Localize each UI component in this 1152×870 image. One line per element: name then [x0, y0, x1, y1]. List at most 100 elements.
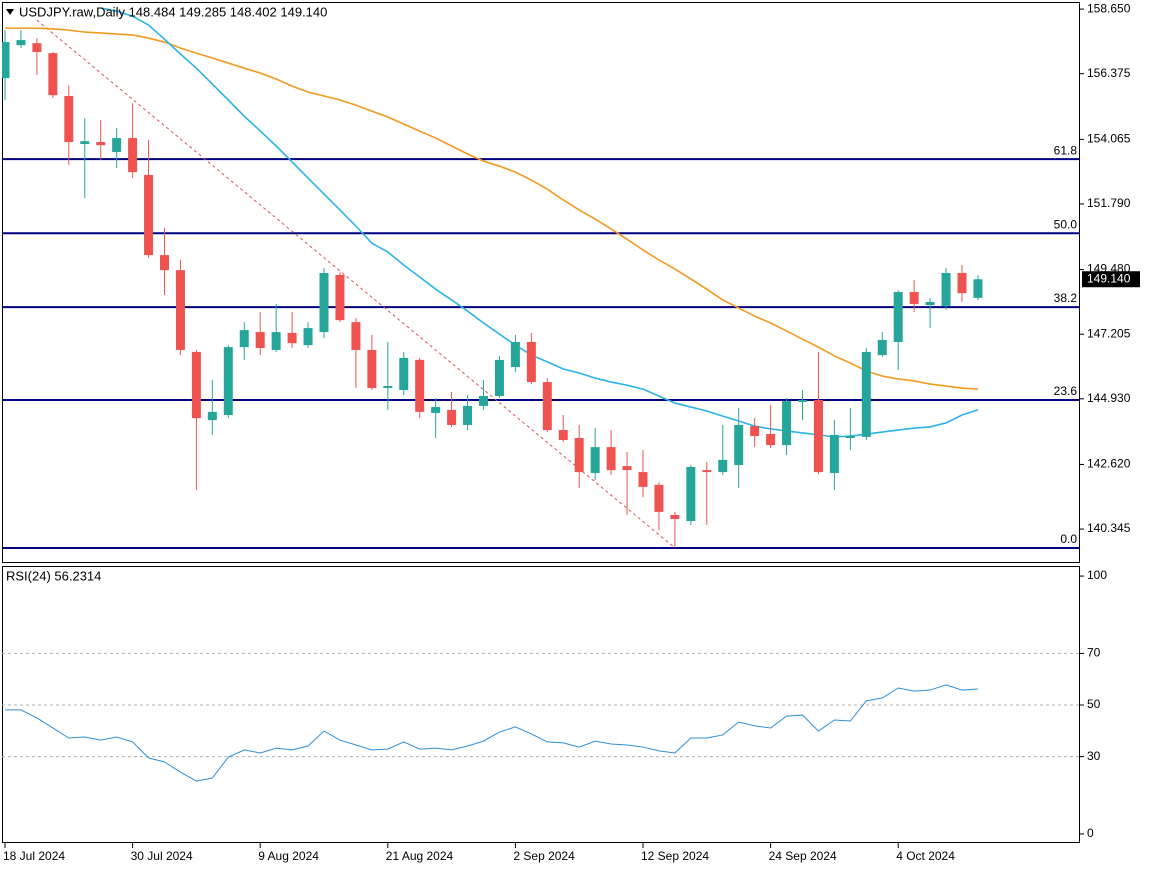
- y-tick-label: 30: [1087, 749, 1101, 763]
- candle-body: [463, 405, 473, 425]
- candle-body: [973, 279, 983, 298]
- candle-body: [399, 357, 409, 391]
- y-tick-label: 50: [1087, 697, 1101, 711]
- candle-body: [734, 424, 744, 466]
- candle-body: [271, 332, 281, 350]
- candle-body: [909, 292, 919, 304]
- y-tick-label: 140.345: [1087, 521, 1131, 535]
- x-tick-label: 30 Jul 2024: [131, 849, 193, 863]
- candle-body: [32, 43, 42, 52]
- y-tick-label: 70: [1087, 646, 1101, 660]
- candle-body: [558, 430, 568, 441]
- menu-arrow[interactable]: [6, 9, 14, 15]
- candle-body: [144, 174, 154, 256]
- candle-body: [112, 138, 122, 152]
- candle-body: [494, 359, 504, 396]
- y-tick-label: 147.205: [1087, 326, 1131, 340]
- candle-body: [239, 330, 249, 348]
- candle-body: [957, 272, 967, 294]
- rsi-line: [5, 684, 978, 782]
- candle-body: [223, 347, 233, 416]
- candle-body: [128, 138, 138, 173]
- moving-average: [5, 27, 979, 390]
- x-tick-label: 12 Sep 2024: [641, 849, 709, 863]
- x-tick-label: 21 Aug 2024: [386, 849, 454, 863]
- price-plot: 61.8 50.0 38.2 23.6 0.0: [2, 7, 1080, 549]
- candle-body: [510, 342, 520, 368]
- candle-body: [782, 401, 792, 446]
- y-tick-label: 158.650: [1087, 1, 1131, 15]
- y-tick-label: 0: [1087, 826, 1094, 840]
- candle-body: [941, 272, 951, 306]
- axes: 158.650156.375154.065151.790149.480147.2…: [3, 1, 1140, 863]
- candle-body: [303, 328, 313, 346]
- candle-body: [447, 409, 457, 425]
- price-box: [1082, 271, 1140, 288]
- candle-body: [638, 472, 648, 487]
- rsi-plot: [2, 652, 1080, 782]
- candle-body: [606, 447, 616, 471]
- fib-level-label: 0.0: [1060, 532, 1077, 546]
- x-tick-label: 24 Sep 2024: [769, 849, 837, 863]
- price-box-label: 149.140: [1087, 271, 1131, 285]
- y-tick-label: 142.620: [1087, 457, 1131, 471]
- candle-body: [335, 274, 345, 321]
- candle-body: [798, 399, 807, 402]
- candle-body: [160, 255, 169, 271]
- candle-body: [191, 351, 201, 419]
- x-tick-label: 18 Jul 2024: [3, 849, 65, 863]
- candle-body: [766, 434, 776, 446]
- candle-body: [542, 382, 552, 431]
- fib-level-label: 38.2: [1054, 291, 1078, 305]
- candle-body: [925, 301, 935, 306]
- candle-body: [893, 292, 903, 343]
- y-tick-label: 156.375: [1087, 66, 1131, 80]
- candle-body: [654, 484, 664, 512]
- candle-body: [367, 349, 377, 389]
- candle-body: [319, 272, 329, 333]
- fib-level-label: 23.6: [1054, 384, 1078, 398]
- candle-body: [16, 40, 26, 46]
- y-tick-label: 154.065: [1087, 132, 1131, 146]
- fib-level-label: 50.0: [1054, 217, 1078, 231]
- candle-body: [48, 53, 58, 96]
- rsi-title: RSI(24) 56.2314: [6, 568, 101, 583]
- candle-body: [702, 470, 712, 473]
- candle-body: [383, 386, 393, 389]
- candle-body: [64, 96, 74, 143]
- candle-body: [96, 142, 106, 146]
- candle-body: [686, 466, 696, 521]
- candle-body: [351, 322, 361, 350]
- candle-body: [718, 459, 728, 473]
- chart-title: USDJPY.raw,Daily 148.484 149.285 148.402…: [19, 4, 327, 19]
- x-tick-label: 2 Sep 2024: [513, 849, 575, 863]
- candle-body: [574, 438, 584, 473]
- candle-body: [415, 359, 425, 412]
- candle-body: [670, 514, 680, 519]
- candle-body: [80, 141, 90, 145]
- x-tick-label: 9 Aug 2024: [258, 849, 319, 863]
- candle-body: [877, 340, 887, 356]
- candle-body: [622, 466, 632, 471]
- candle-body: [255, 332, 265, 348]
- candle-body: [590, 447, 600, 473]
- candle-body: [813, 399, 823, 473]
- candle-body: [829, 434, 839, 473]
- rsi-panel-frame: [2, 566, 1080, 843]
- y-tick-label: 100: [1087, 568, 1107, 582]
- candle-body: [861, 351, 871, 437]
- y-tick-label: 151.790: [1087, 196, 1131, 210]
- x-tick-label: 4 Oct 2024: [896, 849, 955, 863]
- candle-body: [750, 426, 760, 437]
- candle-body: [2, 42, 10, 79]
- candle-body: [287, 332, 297, 344]
- candle-body: [526, 342, 536, 383]
- candle-body: [479, 395, 488, 406]
- candle-body: [845, 436, 855, 439]
- candle-body: [431, 407, 441, 414]
- price-panel-frame: [2, 2, 1080, 563]
- fib-level-label: 61.8: [1054, 143, 1078, 157]
- y-tick-label: 144.930: [1087, 391, 1131, 405]
